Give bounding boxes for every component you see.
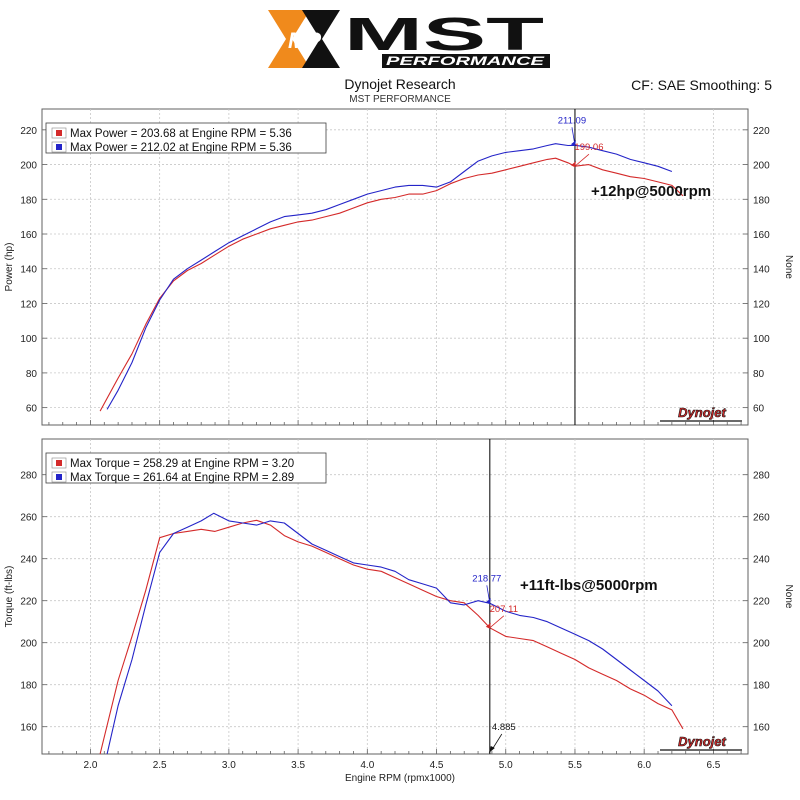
torque-x-tick-label: 4.5 <box>430 760 444 771</box>
power-cursor-arrow-2 <box>570 140 576 147</box>
power-y-tick-label: 200 <box>20 161 37 172</box>
power-y-tick-label: 140 <box>20 265 37 276</box>
torque-x-tick-label: 4.0 <box>360 760 374 771</box>
torque-cursor-pointer-1 <box>489 615 505 629</box>
torque-cursor-arrow-1 <box>485 622 491 629</box>
power-legend-swatch-1 <box>56 130 62 136</box>
torque-y-tick-label-right: 160 <box>753 723 770 734</box>
power-plot-area <box>41 108 749 426</box>
power-y-axis-title-right: None <box>783 255 794 279</box>
torque-series-1-line <box>99 519 684 755</box>
torque-y-tick-label: 240 <box>20 555 37 566</box>
power-watermark-text: Dynojet <box>678 405 726 420</box>
power-y-tick-label-right: 160 <box>753 230 770 241</box>
torque-cursor-arrow-2 <box>485 598 491 605</box>
torque-dynojet-watermark: Dynojet <box>660 734 742 751</box>
torque-x-tick-label: 6.0 <box>637 760 651 771</box>
torque-legend-swatch-1 <box>56 460 62 466</box>
mst-performance-logo: MP MST PERFORMANCE <box>268 8 550 68</box>
power-cursor-value-2: 211.09 <box>558 115 586 126</box>
power-y-tick-label-right: 120 <box>753 299 770 310</box>
power-legend-swatch-2 <box>56 144 62 150</box>
torque-y-tick-label-right: 260 <box>753 513 770 524</box>
power-annotation: +12hp@5000rpm <box>591 183 711 200</box>
power-dynojet-watermark: Dynojet <box>660 405 742 422</box>
report-subtitle: MST PERFORMANCE <box>349 94 451 105</box>
torque-y-tick-label: 260 <box>20 513 37 524</box>
power-series-1-line <box>99 157 684 412</box>
power-legend-label-2: Max Power = 212.02 at Engine RPM = 5.36 <box>70 142 292 154</box>
power-legend-box <box>45 122 327 154</box>
logo-chevron-icon <box>268 10 340 68</box>
torque-legend-box <box>45 452 327 484</box>
power-y-tick-label-right: 180 <box>753 195 770 206</box>
torque-legend-swatch-2 <box>56 474 62 480</box>
torque-y-tick-label-right: 180 <box>753 681 770 692</box>
torque-legend: Max Torque = 258.29 at Engine RPM = 3.20… <box>45 452 327 484</box>
torque-y-tick-label: 220 <box>20 597 37 608</box>
torque-x-tick-label: 6.5 <box>706 760 720 771</box>
torque-y-tick-label-right: 220 <box>753 597 770 608</box>
power-grid <box>42 109 748 425</box>
torque-x-tick-label: 3.0 <box>222 760 236 771</box>
power-y-tick-label-right: 80 <box>753 369 765 380</box>
torque-cursor-x-arrow <box>488 746 495 753</box>
torque-y-tick-label: 280 <box>20 471 37 482</box>
torque-chart: 160 160 180 180 200 200 220 220 240 240 260 260 280 2… <box>4 438 794 771</box>
power-y-tick-label: 80 <box>26 369 38 380</box>
logo-badge: MP <box>288 28 321 53</box>
power-legend-label-1: Max Power = 203.68 at Engine RPM = 5.36 <box>70 128 292 140</box>
power-y-tick-label: 60 <box>26 404 38 415</box>
torque-y-axis-title-right: None <box>783 585 794 609</box>
power-y-tick-label-right: 140 <box>753 265 770 276</box>
torque-legend-label-2: Max Torque = 261.64 at Engine RPM = 2.89 <box>70 472 294 484</box>
power-y-tick-label: 160 <box>20 230 37 241</box>
torque-x-tick-label: 2.0 <box>83 760 97 771</box>
torque-y-axis-title: Torque (ft-lbs) <box>4 566 15 628</box>
power-cursor-pointer-1 <box>574 153 590 167</box>
power-chart: 60 60 80 80 100 100 120 120 140 140 160 160 180 180 20… <box>4 108 794 426</box>
logo-subtext: PERFORMANCE <box>386 54 546 68</box>
x-axis-title: Engine RPM (rpmx1000) <box>344 773 456 784</box>
power-legend: Max Power = 203.68 at Engine RPM = 5.36 M… <box>45 122 327 154</box>
power-y-tick-label-right: 200 <box>753 161 770 172</box>
power-y-tick-label-right: 100 <box>753 334 770 345</box>
torque-cursor-x-pointer <box>491 733 503 751</box>
torque-x-tick-label: 5.5 <box>568 760 582 771</box>
torque-y-tick-label: 180 <box>20 681 37 692</box>
torque-y-tick-label: 200 <box>20 639 37 650</box>
torque-series-2-line <box>106 512 673 755</box>
torque-watermark-text: Dynojet <box>678 734 726 749</box>
torque-y-tick-label-right: 280 <box>753 471 770 482</box>
torque-x-tick-label: 3.5 <box>291 760 305 771</box>
logo-text: MST <box>344 8 544 60</box>
torque-y-tick-label-right: 240 <box>753 555 770 566</box>
power-y-tick-label: 100 <box>20 334 37 345</box>
torque-x-tick-label: 2.5 <box>153 760 167 771</box>
report-title: Dynojet Research <box>344 76 456 92</box>
power-y-tick-label-right: 60 <box>753 404 765 415</box>
power-y-tick-label: 220 <box>20 126 37 137</box>
power-cursor-arrow-1 <box>570 161 576 168</box>
torque-cursor-value-1: 207.11 <box>490 604 518 615</box>
torque-x-tick-label: 5.0 <box>499 760 513 771</box>
power-y-tick-label: 180 <box>20 195 37 206</box>
torque-legend-label-1: Max Torque = 258.29 at Engine RPM = 3.20 <box>70 458 294 470</box>
torque-y-tick-label: 160 <box>20 723 37 734</box>
correction-info: CF: SAE Smoothing: 5 <box>631 77 772 93</box>
power-y-axis-title: Power (hp) <box>4 243 15 292</box>
power-cursor-value-1: 199.06 <box>574 142 603 153</box>
torque-cursor-value-2: 218.77 <box>472 573 501 584</box>
torque-annotation: +11ft-lbs@5000rpm <box>520 577 658 594</box>
torque-grid <box>42 439 748 754</box>
torque-y-tick-label-right: 200 <box>753 639 770 650</box>
torque-cursor-x-label: 4.885 <box>492 722 516 733</box>
power-y-tick-label: 120 <box>20 299 37 310</box>
power-y-tick-label-right: 220 <box>753 126 770 137</box>
